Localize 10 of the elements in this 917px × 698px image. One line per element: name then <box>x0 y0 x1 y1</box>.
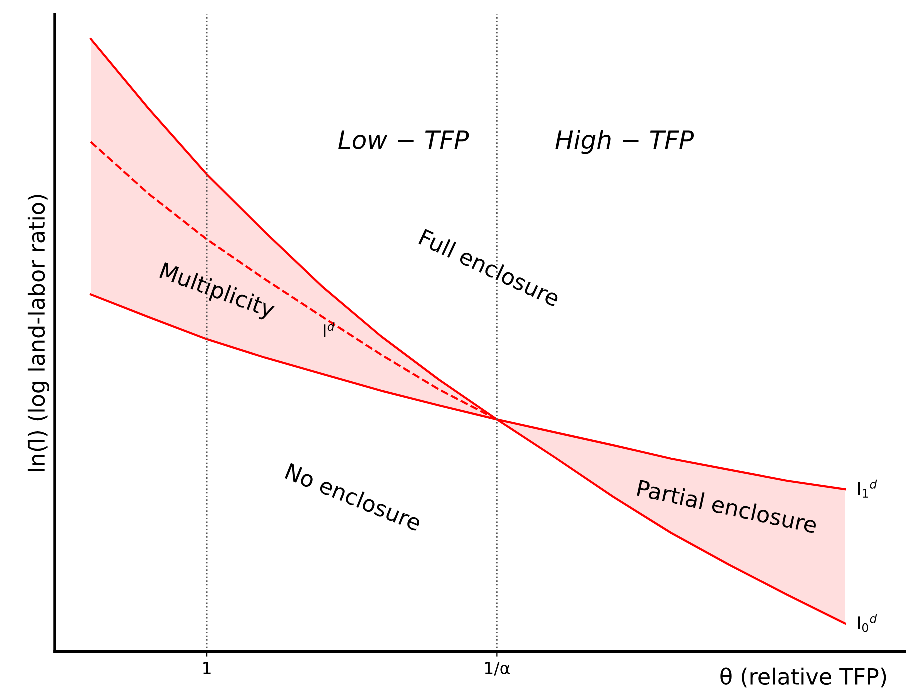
x-tick-label: 1/α <box>485 662 510 676</box>
annotation: Low − TFP <box>338 130 470 150</box>
x-tick-label: 1 <box>204 662 211 674</box>
annotation: Partial enclosure <box>637 479 818 534</box>
series-label: l$_{1}$$^{d}$ <box>858 480 878 498</box>
x-axis-title: θ (relative TFP) <box>720 668 886 688</box>
y-axis-title: ln(l̄) (log land-labor ratio) <box>28 195 50 472</box>
annotation: High − TFP <box>556 130 694 154</box>
series-label: l$_{0}$$^{d}$ <box>858 614 878 632</box>
series-label: l$^{d}$ <box>324 322 335 338</box>
